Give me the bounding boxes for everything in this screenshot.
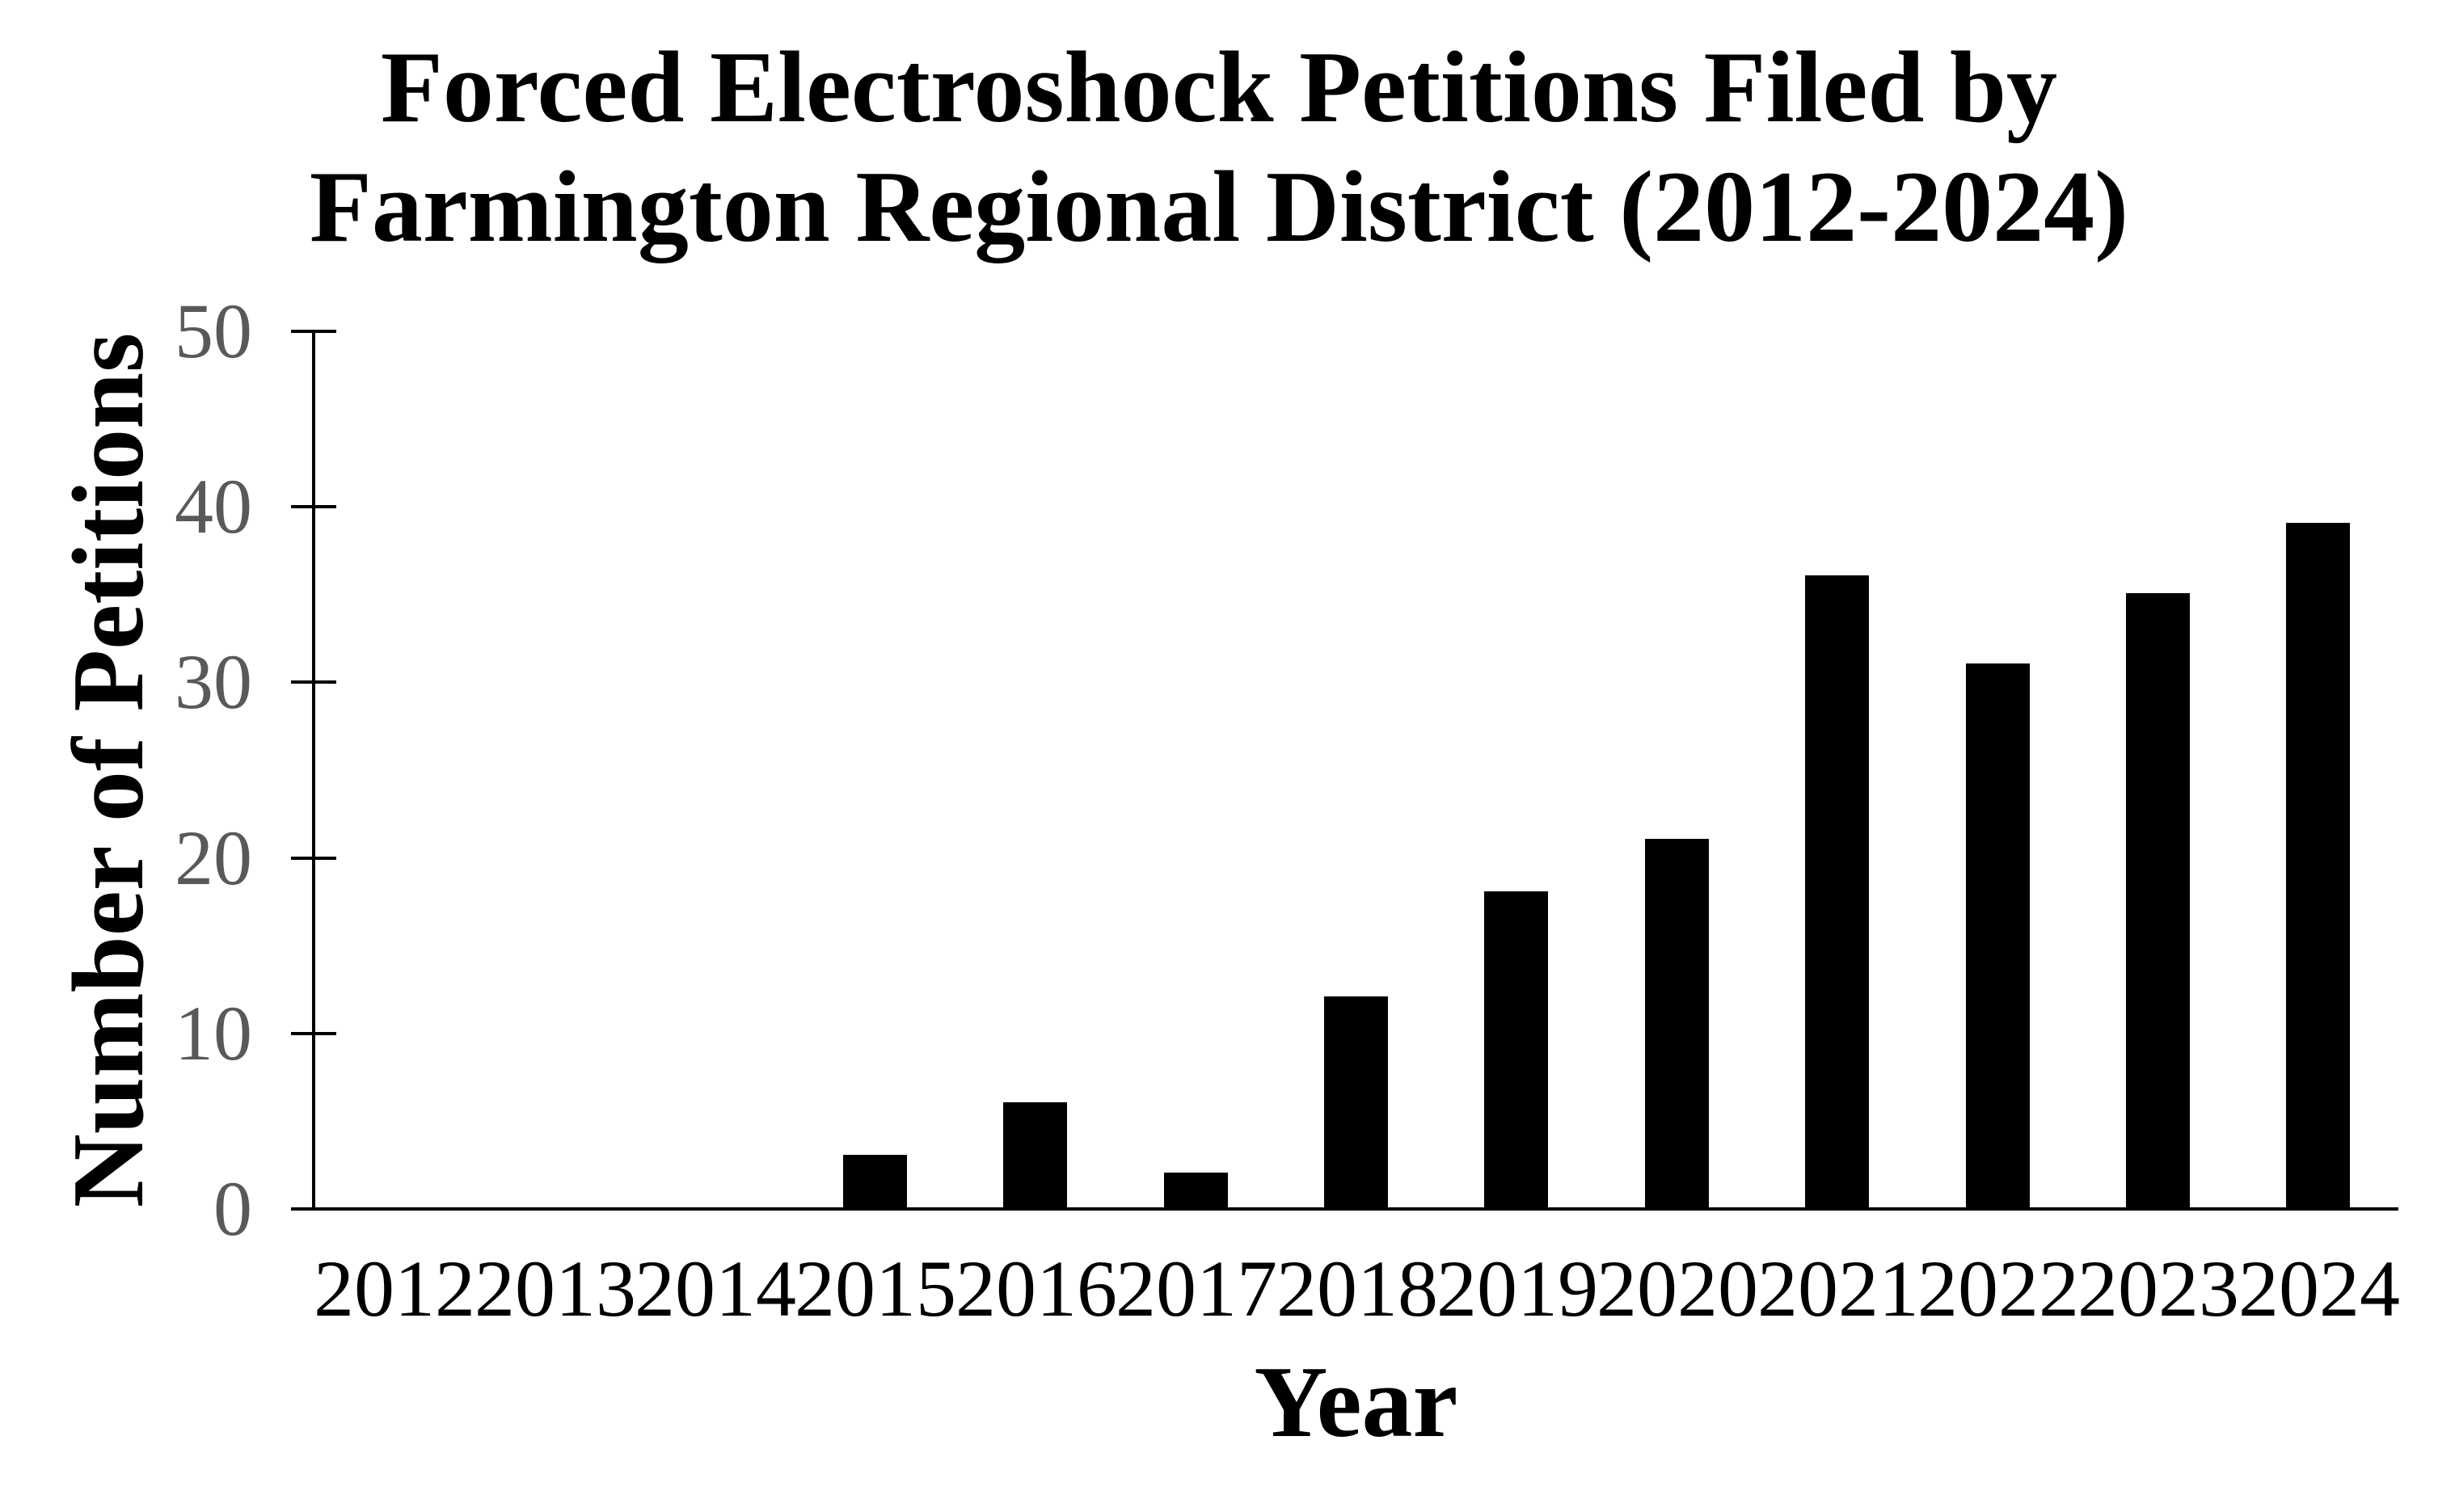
y-tick-mark — [291, 505, 336, 508]
y-tick-label: 0 — [213, 1165, 252, 1252]
y-tick-label: 10 — [175, 990, 252, 1076]
x-tick-label: 2013 — [475, 1244, 636, 1333]
x-tick-label: 2014 — [635, 1244, 796, 1333]
bar-2022 — [1966, 663, 2030, 1207]
x-tick-label: 2012 — [314, 1244, 475, 1333]
x-tick-label: 2019 — [1436, 1244, 1598, 1333]
x-tick-label: 2020 — [1597, 1244, 1758, 1333]
chart-title-line1: Forced Electroshock Petitions Filed by — [380, 32, 2058, 144]
bar-2017 — [1164, 1173, 1228, 1207]
x-tick-label: 2021 — [1757, 1244, 1919, 1333]
y-tick-label: 20 — [175, 815, 252, 901]
x-axis-line — [291, 1207, 2398, 1211]
x-axis-title: Year — [1254, 1346, 1458, 1459]
bar-2015 — [843, 1155, 907, 1207]
bar-2021 — [1805, 575, 1869, 1207]
y-axis-title: Number of Petitions — [53, 332, 165, 1208]
y-tick-label: 30 — [175, 638, 252, 725]
x-tick-label: 2024 — [2238, 1244, 2400, 1333]
y-tick-label: 50 — [175, 288, 252, 374]
chart-title: Forced Electroshock Petitions Filed by F… — [0, 28, 2438, 267]
bar-2019 — [1484, 891, 1548, 1207]
x-tick-label: 2015 — [795, 1244, 956, 1333]
x-tick-label: 2023 — [2077, 1244, 2239, 1333]
y-tick-mark — [291, 330, 336, 333]
y-tick-mark — [291, 1207, 336, 1211]
x-tick-label: 2018 — [1276, 1244, 1438, 1333]
x-tick-label: 2022 — [1917, 1244, 2079, 1333]
bar-2020 — [1645, 839, 1709, 1207]
bar-2023 — [2126, 593, 2190, 1207]
chart-title-line2: Farmington Regional District (2012-2024) — [309, 151, 2129, 263]
x-tick-label: 2017 — [1116, 1244, 1277, 1333]
y-tick-label: 40 — [175, 463, 252, 550]
x-tick-label: 2016 — [955, 1244, 1117, 1333]
bar-2018 — [1324, 996, 1388, 1207]
bar-2024 — [2286, 523, 2350, 1207]
y-tick-mark — [291, 680, 336, 684]
y-axis-line — [312, 331, 315, 1211]
y-tick-mark — [291, 857, 336, 860]
bar-2016 — [1003, 1102, 1067, 1207]
y-tick-mark — [291, 1032, 336, 1035]
